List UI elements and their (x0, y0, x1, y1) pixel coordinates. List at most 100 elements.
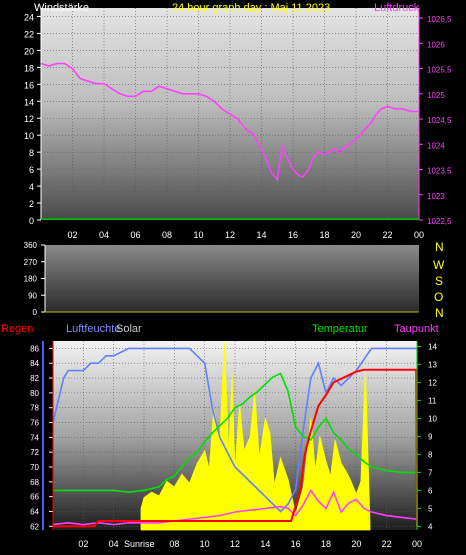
x-tick-label: 16 (291, 539, 301, 549)
x-tick-label: 16 (288, 230, 298, 240)
chart-title: 24 hour graph day : Maj 11 2023 (172, 2, 330, 14)
dir-tick-label: 360 (24, 241, 38, 250)
y-tick-label: 18 (24, 63, 34, 73)
humidity-tick-label: 70 (30, 463, 39, 472)
y-tick-label: 24 (24, 12, 34, 22)
x-tick-label: 12 (225, 230, 235, 240)
y-tick-label: 0 (29, 216, 34, 226)
temp-tick-label: 9 (428, 432, 433, 441)
compass-s: S (435, 274, 443, 288)
dir-tick-label: 180 (24, 275, 38, 284)
humidity-tick-label: 74 (30, 433, 39, 442)
temp-tick-label: 7 (428, 468, 433, 477)
temp-tick-label: 13 (428, 360, 437, 369)
temp-tick-label: 14 (428, 342, 437, 351)
x-tick-label: 20 (351, 230, 361, 240)
x-tick-label: 04 (109, 539, 119, 549)
x-tick-label: 10 (200, 539, 210, 549)
x-tick-label: 14 (256, 230, 266, 240)
compass-labels: N W S O N (433, 240, 445, 320)
temp-tick-label: 8 (428, 450, 433, 459)
y-tick-label: 20 (24, 46, 34, 56)
y-tick-label: 4 (29, 182, 34, 192)
dewpoint-label: Taupunkt (394, 323, 439, 335)
series-Taupunkt (52, 488, 418, 526)
y-tick-label: 12 (24, 114, 34, 124)
y-right-tick-label: 1026,5 (427, 15, 452, 24)
top-series (40, 62, 419, 220)
x-tick-label: 18 (319, 230, 329, 240)
temp-tick-label: 11 (428, 396, 437, 405)
bottom-series (52, 342, 418, 531)
compass-n-top: N (435, 240, 444, 254)
x-tick-label: 06 (130, 230, 140, 240)
humidity-tick-label: 82 (30, 374, 39, 383)
x-tick-label: 08 (169, 539, 179, 549)
top-right-axis: 1022,5 1023 1023,5 1024 1024,5 1025 1025,5 1026… (418, 8, 452, 226)
top-x-axis: 02 04 06 08 10 12 14 16 18 20 22 00 (67, 230, 424, 240)
y-right-tick-label: 1024 (427, 141, 445, 150)
x-tick-label: 14 (260, 539, 270, 549)
temp-tick-label: 10 (428, 414, 437, 423)
sunrise-label: Sunrise (124, 539, 155, 549)
bottom-x-axis: 02 04 08 10 12 14 16 18 20 22 00 (78, 539, 422, 549)
y-tick-label: 8 (29, 148, 34, 158)
x-tick-label: 02 (78, 539, 88, 549)
header-left-label: Windstärke (34, 2, 89, 14)
y-right-tick-label: 1022,5 (427, 217, 452, 226)
compass-n-bottom: N (435, 306, 444, 320)
compass-w: W (433, 258, 445, 272)
temp-tick-label: 6 (428, 486, 433, 495)
humidity-tick-label: 64 (30, 507, 39, 516)
compass-o: O (434, 290, 443, 304)
x-tick-label: 10 (193, 230, 203, 240)
y-tick-label: 22 (24, 29, 34, 39)
x-tick-label: 08 (162, 230, 172, 240)
bottom-left-axis: 62 64 66 68 70 72 74 76 78 80 82 84 86 (30, 341, 54, 531)
humidity-tick-label: 62 (30, 522, 39, 531)
x-tick-label: 20 (351, 539, 361, 549)
y-right-tick-label: 1025,5 (427, 66, 452, 75)
x-tick-label: 22 (382, 230, 392, 240)
y-tick-label: 14 (24, 97, 34, 107)
series-Regen (53, 368, 418, 528)
y-tick-label: 10 (24, 131, 34, 141)
temp-tick-label: 12 (428, 378, 437, 387)
x-tick-label: 00 (414, 230, 424, 240)
humidity-tick-label: 66 (30, 493, 39, 502)
dir-tick-label: 270 (24, 258, 38, 267)
series-Temperatur (53, 372, 417, 494)
y-tick-label: 6 (29, 165, 34, 175)
humidity-tick-label: 78 (30, 404, 39, 413)
solar-label: Solar (116, 323, 142, 335)
series-Luftfeuchte (52, 347, 417, 513)
y-right-tick-label: 1023,5 (427, 167, 452, 176)
x-tick-label: 12 (230, 539, 240, 549)
y-right-tick-label: 1024,5 (427, 116, 452, 125)
series-Solar (140, 342, 371, 531)
x-tick-label: 00 (412, 539, 422, 549)
humidity-tick-label: 68 (30, 478, 39, 487)
humidity-tick-label: 80 (30, 389, 39, 398)
y-right-tick-label: 1023 (427, 192, 445, 201)
bottom-right-axis: 4 5 6 7 8 9 10 11 12 13 14 (416, 341, 437, 531)
y-right-tick-label: 1026 (427, 40, 445, 49)
temp-tick-label: 5 (428, 504, 433, 513)
humidity-tick-label: 72 (30, 448, 39, 457)
y-tick-label: 16 (24, 80, 34, 90)
y-tick-label: 2 (29, 199, 34, 209)
dir-tick-label: 90 (28, 291, 37, 300)
x-tick-label: 04 (99, 230, 109, 240)
humidity-label: Luftfeuchte (66, 323, 120, 335)
x-tick-label: 18 (321, 539, 331, 549)
temp-tick-label: 4 (428, 522, 433, 531)
middle-left-axis: 0 90 180 270 360 (24, 241, 419, 317)
humidity-tick-label: 84 (30, 359, 39, 368)
dir-tick-label: 0 (33, 308, 38, 317)
y-right-tick-label: 1025 (427, 91, 445, 100)
series-Luftdruck (40, 62, 419, 182)
temperature-label: Temperatur (312, 323, 368, 335)
x-tick-label: 02 (67, 230, 77, 240)
